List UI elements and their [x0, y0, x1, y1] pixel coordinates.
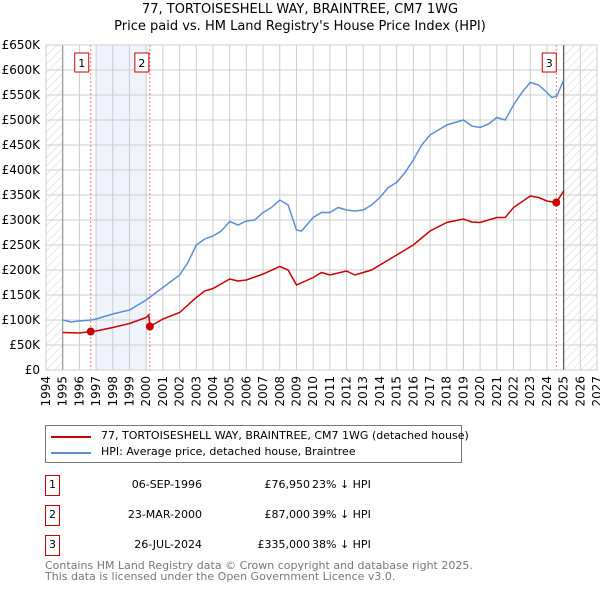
x-tick-label: 1996: [72, 376, 86, 407]
x-tick-label: 2005: [223, 376, 237, 407]
x-tick-label: 2010: [306, 376, 320, 407]
sale-label-box: [74, 52, 90, 73]
x-tick-label: 2020: [473, 376, 487, 407]
sale-row: 2 23-MAR-2000 £87,000 39% ↓ HPI: [45, 505, 445, 526]
chart-subtitle: Price paid vs. HM Land Registry's House …: [114, 19, 486, 34]
sale-row: 1 06-SEP-1996 £76,950 23% ↓ HPI: [45, 475, 445, 496]
y-tick-label: £250K: [2, 238, 42, 252]
y-tick-label: £650K: [2, 38, 42, 52]
chart-title: 77, TORTOISESHELL WAY, BRAINTREE, CM7 1W…: [141, 2, 459, 17]
hatch-before: [46, 45, 63, 370]
x-tick-label: 2003: [189, 376, 203, 407]
x-tick-label: 2001: [156, 376, 170, 407]
sale-row: 3 26-JUL-2024 £335,000 38% ↓ HPI: [45, 535, 445, 556]
x-tick-label: 2025: [557, 376, 571, 407]
sale-label-box: [134, 52, 150, 73]
x-tick-label: 1999: [122, 376, 136, 407]
plot-border: [45, 44, 598, 371]
x-tick-label: 2002: [173, 376, 187, 407]
x-tick-label: 1994: [39, 376, 53, 407]
y-tick-label: £400K: [2, 163, 42, 177]
x-tick-label: 1997: [89, 376, 103, 407]
x-tick-label: 2007: [256, 376, 270, 407]
x-tick-label: 2017: [423, 376, 437, 407]
x-tick-label: 2009: [289, 376, 303, 407]
x-tick-label: 2006: [239, 376, 253, 407]
y-tick-label: £50K: [9, 338, 41, 352]
y-tick-label: £200K: [2, 263, 42, 277]
y-tick-label: £100K: [2, 313, 42, 327]
y-tick-label: £550K: [2, 88, 42, 102]
x-tick-label: 2011: [323, 376, 337, 407]
sale-label: 3: [546, 57, 553, 70]
x-tick-label: 2012: [340, 376, 354, 407]
y-tick-label: £350K: [2, 188, 42, 202]
sale-point: [145, 322, 154, 331]
x-tick-label: 2013: [356, 376, 370, 407]
shaded-period: [96, 45, 147, 370]
x-tick-label: 2015: [390, 376, 404, 407]
x-tick-label: 1995: [56, 376, 70, 407]
hpi-line: [62, 79, 565, 323]
price-paid-line: [62, 190, 565, 334]
x-tick-label: 2018: [440, 376, 454, 407]
x-tick-label: 2000: [139, 376, 153, 407]
x-tick-label: 2027: [590, 376, 600, 407]
x-tick-label: 2023: [523, 376, 537, 407]
sale-point: [552, 198, 561, 207]
sale-label: 2: [138, 57, 145, 70]
sale-label: 1: [78, 57, 85, 70]
x-tick-label: 2016: [406, 376, 420, 407]
x-tick-label: 2008: [273, 376, 287, 407]
y-tick-label: £600K: [2, 63, 42, 77]
y-tick-label: £300K: [2, 213, 42, 227]
y-tick-label: £0: [25, 363, 40, 377]
sale-point: [86, 327, 95, 336]
x-tick-label: 1998: [106, 376, 120, 407]
x-tick-label: 2024: [540, 376, 554, 407]
legend: 77, TORTOISESHELL WAY, BRAINTREE, CM7 1W…: [45, 425, 469, 463]
y-tick-label: £500K: [2, 113, 42, 127]
sale-label-box: [541, 52, 557, 73]
y-tick-label: £450K: [2, 138, 42, 152]
footer: Contains HM Land Registry data © Crown c…: [45, 559, 473, 583]
x-tick-label: 2014: [373, 376, 387, 407]
x-tick-label: 2026: [573, 376, 587, 407]
x-tick-label: 2019: [456, 376, 470, 407]
x-tick-label: 2004: [206, 376, 220, 407]
x-tick-label: 2021: [490, 376, 504, 407]
plot-area: 1994 1995 1996 1997 1998 1999 2000 2001 2002 2003…: [2, 38, 600, 407]
y-tick-label: £150K: [2, 288, 42, 302]
x-tick-label: 2022: [507, 376, 521, 407]
